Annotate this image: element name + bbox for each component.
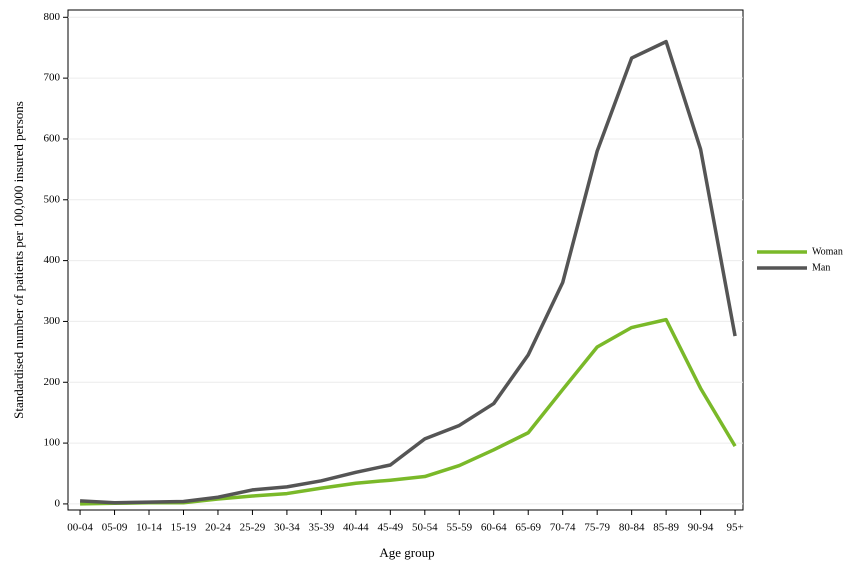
y-tick-label: 100	[44, 437, 61, 449]
y-tick-label: 0	[55, 497, 61, 509]
legend-label: Man	[812, 262, 830, 273]
y-tick-label: 400	[44, 254, 61, 266]
y-tick-label: 700	[44, 72, 61, 84]
x-tick-label: 85-89	[653, 522, 679, 534]
y-tick-label: 300	[44, 315, 61, 327]
x-tick-label: 50-54	[412, 522, 438, 534]
x-tick-label: 95+	[726, 522, 743, 534]
x-tick-label: 35-39	[309, 522, 335, 534]
x-tick-label: 15-19	[171, 522, 197, 534]
x-tick-label: 10-14	[136, 522, 162, 534]
y-tick-label: 800	[44, 11, 61, 23]
plot-frame	[67, 9, 744, 511]
y-tick-label: 600	[44, 132, 61, 144]
data-line	[80, 317, 737, 506]
legend-label: Woman	[812, 246, 843, 257]
data-line	[79, 39, 737, 505]
x-tick-label: 55-59	[446, 522, 472, 534]
x-tick-label: 90-94	[688, 522, 714, 534]
x-tick-label: 20-24	[205, 522, 231, 534]
x-tick-label: 25-29	[240, 522, 266, 534]
y-axis-label: Standardised number of patients per 100,…	[11, 101, 26, 419]
x-tick-label: 70-74	[550, 522, 576, 534]
x-tick-label: 65-69	[515, 522, 541, 534]
y-tick-label: 500	[44, 193, 61, 205]
x-tick-label: 45-49	[377, 522, 403, 534]
x-tick-label: 60-64	[481, 522, 507, 534]
x-tick-label: 75-79	[584, 522, 610, 534]
x-tick-label: 30-34	[274, 522, 300, 534]
y-tick-label: 200	[44, 376, 61, 388]
x-tick-label: 05-09	[102, 522, 128, 534]
x-tick-label: 80-84	[619, 522, 645, 534]
x-axis-label: Age group	[379, 545, 434, 560]
x-tick-label: 40-44	[343, 522, 369, 534]
x-tick-label: 00-04	[67, 522, 93, 534]
